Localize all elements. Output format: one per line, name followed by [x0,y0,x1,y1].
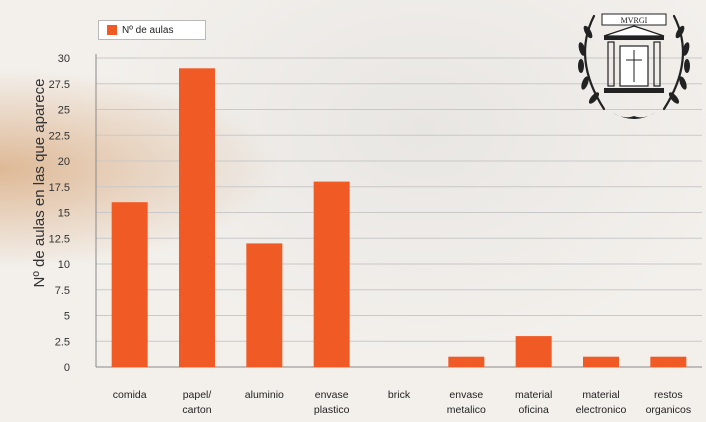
x-category-label: material electronico [576,389,627,416]
bar [583,356,619,367]
y-tick-label: 5 [64,311,70,323]
bars [111,68,687,368]
x-category-label: brick [388,389,411,401]
bar [111,202,148,367]
emblem-text: MVRGI [621,16,648,25]
y-tick-label: 30 [58,53,70,65]
y-tick-label: 17.5 [49,182,70,194]
legend-label: Nº de aulas [122,24,174,36]
legend-swatch [107,25,117,35]
y-tick-label: 15 [58,208,70,220]
x-category-label: envase plastico [314,389,350,416]
y-tick-label: 12.5 [49,233,70,245]
y-tick-label: 27.5 [49,79,70,91]
school-emblem-logo: MVRGI [578,13,690,119]
y-tick-label: 0 [64,362,70,374]
x-category-label: comida [113,389,147,401]
x-category-label: aluminio [245,389,284,401]
y-tick-label: 25 [58,105,70,117]
y-tick-label: 7.5 [55,285,70,297]
bar [313,181,350,367]
bar [179,68,215,368]
y-tick-label: 22.5 [49,130,70,142]
x-category-label: material oficina [515,389,552,416]
y-axis-label: Nº de aulas en las que aparece [31,79,48,288]
bar [650,356,687,367]
bar [246,243,283,367]
bar [515,336,552,367]
legend: Nº de aulas [98,20,206,40]
x-category-label: envase metalico [447,389,486,416]
x-category-label: restos organicos [646,389,692,416]
y-tick-label: 20 [58,156,70,168]
y-tick-label: 2.5 [55,336,70,348]
x-category-label: papel/carton [182,389,211,416]
y-tick-labels: 0 2.5 5 7.5 10 12.5 15 17.5 20 22.5 25 27.5 30 [49,53,70,374]
bar [448,356,485,367]
x-category-labels: comida papel/carton aluminio envase plastico… [113,389,691,416]
y-tick-label: 10 [58,259,70,271]
